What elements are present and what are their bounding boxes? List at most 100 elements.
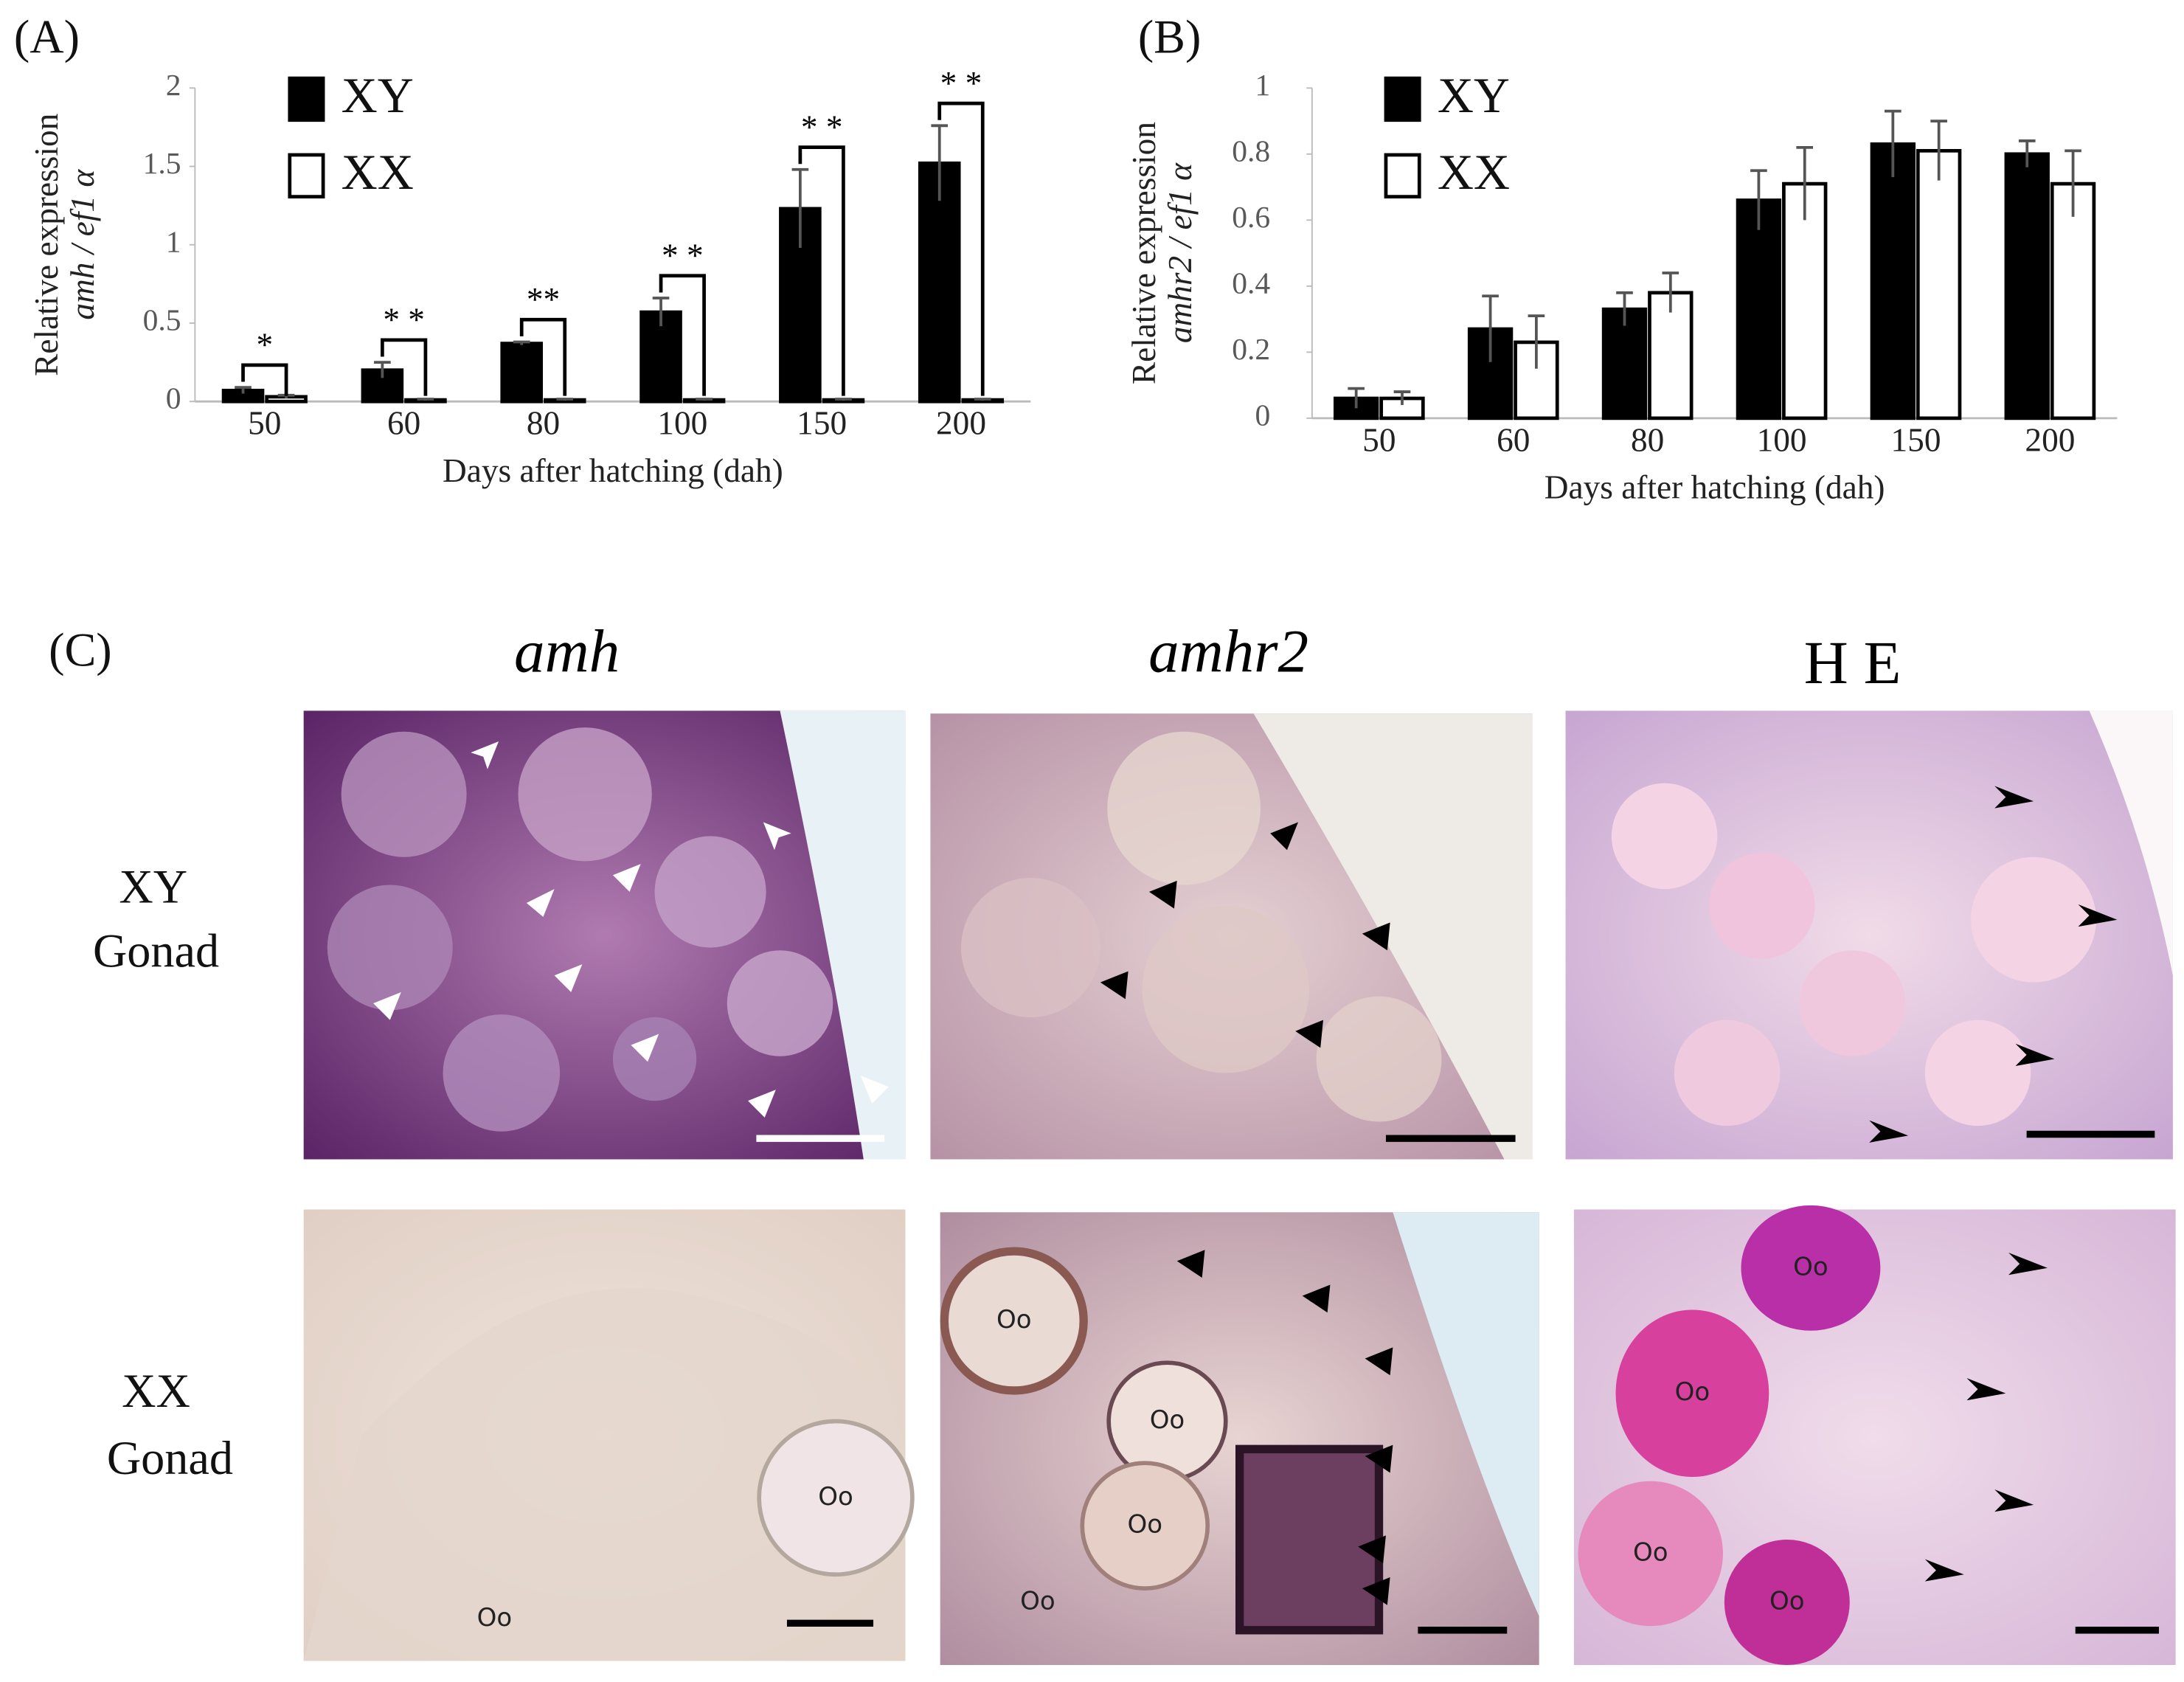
cell: [1799, 950, 1906, 1056]
column-header: amhr2: [1148, 617, 1308, 685]
significance-label: **: [527, 281, 560, 318]
arrow: [1924, 1559, 1964, 1582]
bar: [1601, 307, 1648, 420]
legend-label: XX: [342, 144, 414, 200]
arrow: [1994, 786, 2034, 809]
arrowhead: [612, 864, 641, 892]
bar: [1736, 198, 1782, 420]
significance-bracket: [241, 363, 288, 396]
x-axis-label: Days after hatching (dah): [443, 452, 783, 489]
cell: [1741, 1205, 1881, 1331]
significance-label: * *: [662, 238, 704, 274]
significance-bracket: [519, 317, 567, 396]
micrograph: [930, 713, 1533, 1160]
y-axis-label: Relative expressionamhr2 / ef1 α: [1126, 122, 1199, 384]
arrowhead: [631, 1034, 659, 1062]
arrowhead: [1176, 1250, 1205, 1278]
arrowhead: [373, 991, 401, 1020]
cell: [1578, 1481, 1723, 1627]
cell: [518, 727, 652, 862]
arrowhead: [1365, 1444, 1393, 1473]
x-tick-label: 150: [1891, 421, 1941, 458]
oocyte-label: Oo: [1769, 1587, 1805, 1616]
x-tick-label: 80: [1631, 421, 1664, 458]
x-tick-label: 50: [248, 405, 281, 442]
arrow: [2008, 1253, 2048, 1276]
arrowhead: [471, 741, 499, 769]
panel-label: (B): [1138, 11, 1202, 63]
arrowheads: [373, 741, 889, 1118]
panel-label: (C): [49, 624, 112, 676]
legend-label: XY: [342, 67, 414, 123]
significance-bracket: [937, 101, 985, 396]
bar: [500, 342, 544, 404]
bar: [2004, 152, 2050, 420]
legend-swatch: [288, 76, 325, 122]
cell: [757, 1419, 915, 1577]
cell: [1615, 1309, 1769, 1478]
background: [2089, 710, 2173, 976]
arrowhead: [1365, 1347, 1393, 1376]
row-label: XY: [119, 861, 187, 913]
x-tick-label: 50: [1362, 421, 1396, 458]
arrow: [2015, 1043, 2055, 1066]
x-tick-label: 150: [797, 405, 847, 442]
y-tick-label: 2: [166, 68, 181, 102]
cell: [612, 1017, 697, 1101]
arrowhead: [1148, 880, 1177, 909]
y-tick-label: 0.2: [1232, 332, 1270, 366]
y-tick-label: 0.5: [143, 303, 181, 337]
y-tick-label: 0: [166, 381, 181, 415]
significance-label: * *: [383, 302, 425, 339]
cell: [1674, 1020, 1781, 1126]
cell: [960, 878, 1100, 1017]
cell: [1142, 905, 1310, 1073]
cell: [1235, 1444, 1384, 1635]
y-tick-label: 0.8: [1232, 134, 1270, 167]
bar: [2050, 181, 2096, 420]
column-header: amh: [514, 617, 620, 685]
bar: [1870, 142, 1916, 420]
arrowhead: [1100, 971, 1129, 1000]
y-axis-label-line: Relative expression: [1126, 122, 1162, 384]
x-tick-label: 80: [527, 405, 560, 442]
oocyte-label: Oo: [1020, 1587, 1055, 1616]
background: [1393, 1212, 1539, 1616]
arrowhead: [1295, 1020, 1323, 1048]
micrograph: [303, 710, 906, 1160]
micrograph: [940, 1212, 1539, 1665]
y-axis-label-line: amhr2 / ef1 α: [1162, 162, 1199, 343]
oocyte-label: Oo: [477, 1603, 513, 1633]
cell: [727, 950, 833, 1056]
cell: [1709, 853, 1815, 959]
y-axis-label: Relative expressionamh / ef1 α: [28, 114, 101, 376]
micrograph: [303, 1209, 915, 1661]
oocyte-label: Oo: [996, 1305, 1032, 1335]
bar: [1916, 148, 1962, 420]
cell: [1924, 1020, 2031, 1126]
arrowhead: [1362, 1577, 1390, 1605]
cell: [940, 1247, 1088, 1395]
arrow: [1869, 1120, 1909, 1143]
significance-bracket: [659, 274, 706, 396]
background: [780, 710, 906, 1160]
legend-label: XY: [1438, 67, 1510, 123]
oocyte-label: Oo: [818, 1482, 853, 1512]
oocyte-label: Oo: [1150, 1405, 1185, 1435]
cell: [654, 836, 766, 948]
micrograph: [1573, 1205, 2176, 1665]
legend-swatch: [1384, 153, 1421, 198]
cell: [1724, 1540, 1850, 1665]
cell: [443, 1014, 561, 1132]
legend-swatch: [288, 153, 325, 198]
oocyte-label: Oo: [1675, 1377, 1710, 1407]
bar: [1648, 291, 1694, 420]
arrowhead: [1362, 922, 1390, 951]
cell: [1316, 996, 1442, 1122]
arrowhead: [1302, 1284, 1331, 1313]
y-tick-label: 1: [166, 224, 181, 258]
row-label: Gonad: [107, 1432, 233, 1484]
significance-label: *: [256, 327, 273, 364]
x-axis-label: Days after hatching (dah): [1545, 468, 1885, 505]
